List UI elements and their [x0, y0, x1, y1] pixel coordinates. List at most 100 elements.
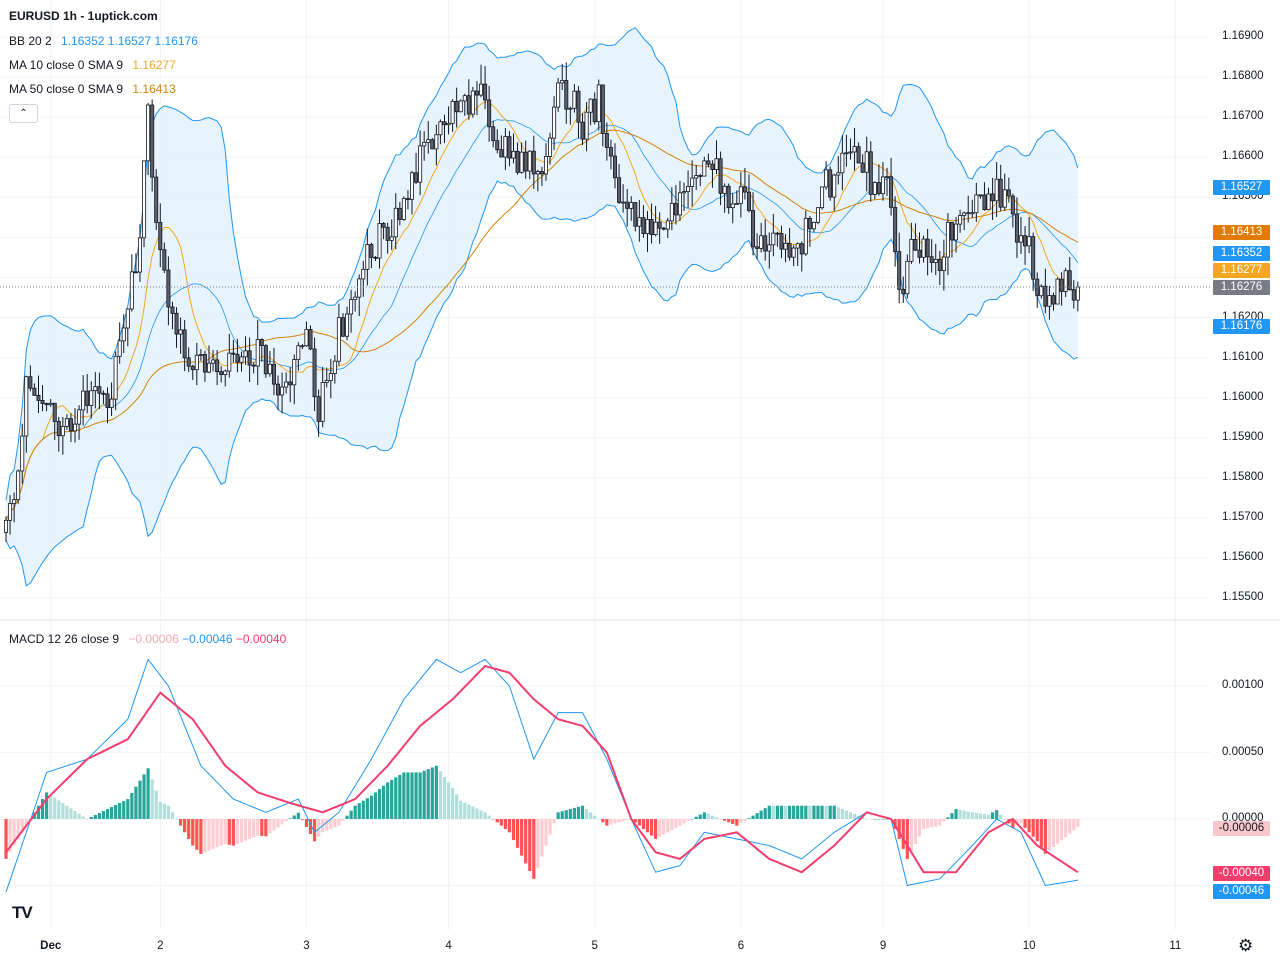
macd-histogram-bar: [386, 782, 390, 819]
ma10-legend: MA 10 close 0 SMA 9 1.16277: [9, 58, 176, 72]
price-axis-label: 1.16800: [1222, 70, 1264, 83]
candle-body: [430, 139, 435, 150]
candle-body: [418, 145, 423, 183]
candle-body: [860, 162, 865, 173]
candle-body: [824, 169, 829, 188]
macd-histogram-bar: [885, 819, 889, 820]
candle-body: [247, 350, 252, 366]
candle-body: [1063, 270, 1068, 292]
candle-body: [288, 381, 293, 386]
candle-body: [994, 178, 999, 202]
macd-histogram-bar: [759, 810, 763, 819]
candle-body: [170, 306, 175, 314]
candle-body: [186, 357, 191, 367]
bb-lower-value: 1.16176: [154, 34, 198, 48]
macd-histogram-bar: [1072, 819, 1076, 831]
macd-histogram-bar: [824, 805, 828, 819]
candle-body: [308, 329, 313, 350]
macd-histogram-bar: [288, 818, 292, 819]
macd-histogram-bar: [962, 810, 966, 819]
macd-histogram-bar: [747, 818, 751, 819]
macd-histogram-bar: [873, 819, 877, 820]
macd-histogram-bar: [735, 819, 739, 826]
price-axis-label: 1.15600: [1222, 550, 1264, 563]
macd-histogram-bar: [694, 816, 698, 819]
candle-body: [657, 221, 662, 229]
macd-legend: MACD 12 26 close 9 −0.00006 −0.00046 −0.…: [9, 632, 286, 646]
macd-histogram-bar: [215, 819, 219, 848]
macd-histogram-bar: [24, 819, 28, 826]
macd-histogram-bar: [836, 807, 840, 819]
macd-histogram-bar: [1068, 819, 1072, 834]
macd-histogram-bar: [540, 819, 544, 857]
candle-body: [641, 217, 646, 234]
macd-histogram-bar: [946, 817, 950, 819]
candle-body: [872, 182, 877, 195]
macd-histogram-bar: [723, 819, 727, 821]
candle-body: [954, 223, 959, 241]
candle-body: [450, 100, 455, 124]
candle-body: [633, 202, 638, 227]
time-axis-label: Dec: [40, 940, 62, 952]
macd-histogram-bar: [81, 816, 85, 819]
candle-body: [40, 400, 45, 404]
candle-body: [519, 151, 524, 173]
macd-histogram-bar: [739, 819, 743, 824]
price-badge: 1.16277: [1213, 263, 1270, 278]
gear-icon[interactable]: ⚙: [1238, 936, 1254, 955]
candle-body: [958, 215, 963, 225]
candle-body: [267, 363, 272, 375]
macd-histogram-bar: [621, 819, 625, 822]
collapse-legend-button[interactable]: ⌃: [9, 104, 38, 123]
time-axis-label: 5: [591, 940, 598, 952]
macd-histogram-bar: [1060, 819, 1064, 841]
candle-body: [137, 237, 142, 273]
candle-body: [702, 160, 707, 177]
candle-body: [978, 194, 983, 197]
macd-histogram-bar: [499, 819, 503, 826]
price-axis-label: 1.16000: [1222, 390, 1264, 403]
candle-body: [844, 152, 849, 155]
candle-body: [592, 98, 597, 123]
macd-histogram-bar: [1047, 819, 1052, 851]
macd-histogram-bar: [597, 819, 601, 820]
macd-histogram-bar: [751, 815, 755, 819]
macd-histogram-bar: [130, 792, 134, 819]
candle-body: [231, 352, 236, 355]
macd-histogram-bar: [572, 807, 576, 819]
macd-histogram-bar: [520, 819, 524, 856]
candle-body: [369, 244, 374, 258]
macd-histogram-bar: [787, 805, 792, 819]
macd-histogram-bar: [605, 819, 609, 826]
macd-axis-label: 0.00100: [1222, 679, 1264, 691]
price-badge: 1.16352: [1213, 246, 1270, 261]
macd-histogram-bar: [361, 800, 365, 819]
macd-histogram-bar: [93, 815, 97, 819]
candle-body: [998, 178, 1003, 208]
tradingview-logo[interactable]: TV: [12, 903, 33, 922]
macd-histogram-bar: [317, 819, 321, 837]
macd-value: −0.00046: [182, 632, 233, 646]
macd-histogram-bar: [442, 776, 447, 819]
candle-body: [93, 386, 98, 392]
macd-histogram-bar: [524, 819, 528, 864]
candle-body: [292, 359, 297, 386]
candle-body: [783, 242, 788, 250]
macd-histogram-bar: [410, 772, 414, 819]
macd-histogram-bar: [479, 810, 483, 819]
candle-body: [377, 222, 382, 259]
price-badge: 1.16176: [1213, 319, 1270, 334]
macd-histogram-bar: [459, 800, 463, 819]
candle-body: [1075, 286, 1080, 301]
candle-body: [194, 354, 199, 371]
macd-histogram-bar: [702, 812, 706, 819]
candle-body: [499, 149, 504, 158]
macd-histogram-bar: [272, 819, 276, 831]
candle-body: [511, 150, 516, 159]
candle-body: [913, 239, 918, 251]
candle-body: [1043, 285, 1048, 307]
candle-body: [568, 107, 573, 110]
candle-body: [142, 160, 147, 239]
candle-body: [584, 111, 589, 140]
